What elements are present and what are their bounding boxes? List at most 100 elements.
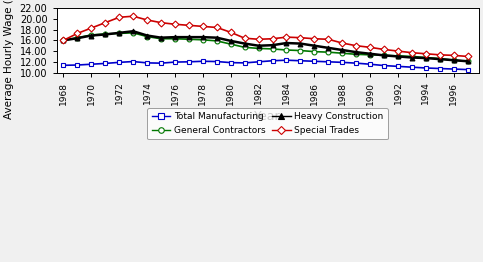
Special Trades [409, 51, 415, 54]
Heavy Construction [409, 56, 415, 59]
Special Trades [284, 36, 289, 39]
General Contractors [158, 37, 164, 40]
Total Manufacturing [242, 61, 248, 64]
Line: Heavy Construction: Heavy Construction [61, 29, 470, 64]
Special Trades [186, 24, 192, 27]
General Contractors [242, 46, 248, 49]
Total Manufacturing [116, 61, 122, 64]
Total Manufacturing [367, 63, 373, 66]
Total Manufacturing [451, 68, 456, 71]
Y-axis label: Average Hourly Wage (1990$): Average Hourly Wage (1990$) [4, 0, 14, 119]
Total Manufacturing [88, 63, 94, 66]
Special Trades [437, 53, 443, 56]
Heavy Construction [186, 36, 192, 39]
Total Manufacturing [284, 59, 289, 62]
General Contractors [326, 51, 331, 54]
General Contractors [381, 54, 387, 57]
General Contractors [60, 39, 66, 42]
Special Trades [270, 37, 275, 40]
Heavy Construction [228, 39, 234, 42]
Special Trades [214, 26, 220, 29]
Total Manufacturing [256, 60, 261, 63]
General Contractors [130, 31, 136, 34]
Total Manufacturing [312, 60, 317, 63]
Total Manufacturing [186, 60, 192, 63]
Total Manufacturing [130, 60, 136, 63]
Heavy Construction [60, 39, 66, 42]
Heavy Construction [367, 52, 373, 55]
General Contractors [116, 32, 122, 35]
General Contractors [144, 35, 150, 38]
Special Trades [116, 16, 122, 19]
Special Trades [326, 38, 331, 41]
Special Trades [130, 15, 136, 18]
Special Trades [60, 39, 66, 42]
Total Manufacturing [158, 62, 164, 65]
Heavy Construction [284, 41, 289, 45]
Heavy Construction [451, 59, 456, 62]
Heavy Construction [130, 30, 136, 33]
Heavy Construction [116, 31, 122, 34]
Heavy Construction [214, 36, 220, 39]
Special Trades [228, 31, 234, 34]
General Contractors [312, 50, 317, 53]
Special Trades [367, 46, 373, 49]
General Contractors [88, 34, 94, 37]
X-axis label: Year: Year [255, 110, 281, 123]
Special Trades [465, 55, 470, 58]
General Contractors [340, 52, 345, 55]
General Contractors [270, 47, 275, 51]
Heavy Construction [270, 43, 275, 47]
General Contractors [214, 39, 220, 42]
Special Trades [381, 48, 387, 51]
Total Manufacturing [270, 59, 275, 62]
Line: Total Manufacturing: Total Manufacturing [61, 58, 470, 72]
Special Trades [172, 23, 178, 26]
Special Trades [395, 50, 401, 53]
Heavy Construction [88, 34, 94, 37]
Total Manufacturing [353, 62, 359, 65]
Heavy Construction [144, 34, 150, 37]
Special Trades [74, 32, 80, 35]
Heavy Construction [381, 54, 387, 57]
Special Trades [298, 36, 303, 39]
Heavy Construction [74, 37, 80, 40]
Total Manufacturing [172, 61, 178, 64]
Special Trades [353, 44, 359, 47]
Special Trades [144, 18, 150, 21]
Heavy Construction [102, 33, 108, 36]
General Contractors [256, 47, 261, 50]
Total Manufacturing [340, 61, 345, 64]
Total Manufacturing [437, 67, 443, 70]
Total Manufacturing [326, 60, 331, 63]
General Contractors [200, 38, 206, 41]
Heavy Construction [340, 48, 345, 52]
General Contractors [102, 32, 108, 35]
General Contractors [367, 53, 373, 56]
General Contractors [353, 53, 359, 56]
General Contractors [298, 49, 303, 52]
Total Manufacturing [228, 61, 234, 64]
Heavy Construction [172, 36, 178, 39]
Special Trades [340, 41, 345, 45]
General Contractors [284, 48, 289, 52]
Total Manufacturing [144, 61, 150, 64]
Special Trades [242, 37, 248, 40]
Line: General Contractors: General Contractors [61, 30, 470, 64]
Heavy Construction [312, 44, 317, 47]
Total Manufacturing [60, 64, 66, 67]
Heavy Construction [242, 42, 248, 45]
Special Trades [423, 52, 429, 55]
Special Trades [88, 26, 94, 30]
General Contractors [172, 37, 178, 40]
General Contractors [437, 57, 443, 60]
Total Manufacturing [423, 66, 429, 69]
Heavy Construction [423, 57, 429, 60]
Total Manufacturing [214, 60, 220, 63]
Special Trades [256, 38, 261, 41]
Heavy Construction [200, 36, 206, 39]
Special Trades [102, 21, 108, 24]
Heavy Construction [298, 42, 303, 45]
Special Trades [312, 37, 317, 40]
General Contractors [395, 54, 401, 57]
